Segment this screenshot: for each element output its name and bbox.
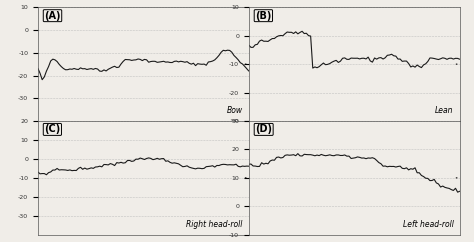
Text: Bow: Bow	[227, 106, 243, 115]
Text: (C): (C)	[44, 124, 61, 134]
Text: Right head-roll: Right head-roll	[186, 220, 243, 229]
Text: Left head-roll: Left head-roll	[402, 220, 454, 229]
Text: (A): (A)	[44, 11, 61, 21]
Text: (B): (B)	[255, 11, 272, 21]
Text: Lean: Lean	[435, 106, 454, 115]
Text: (D): (D)	[255, 124, 272, 134]
